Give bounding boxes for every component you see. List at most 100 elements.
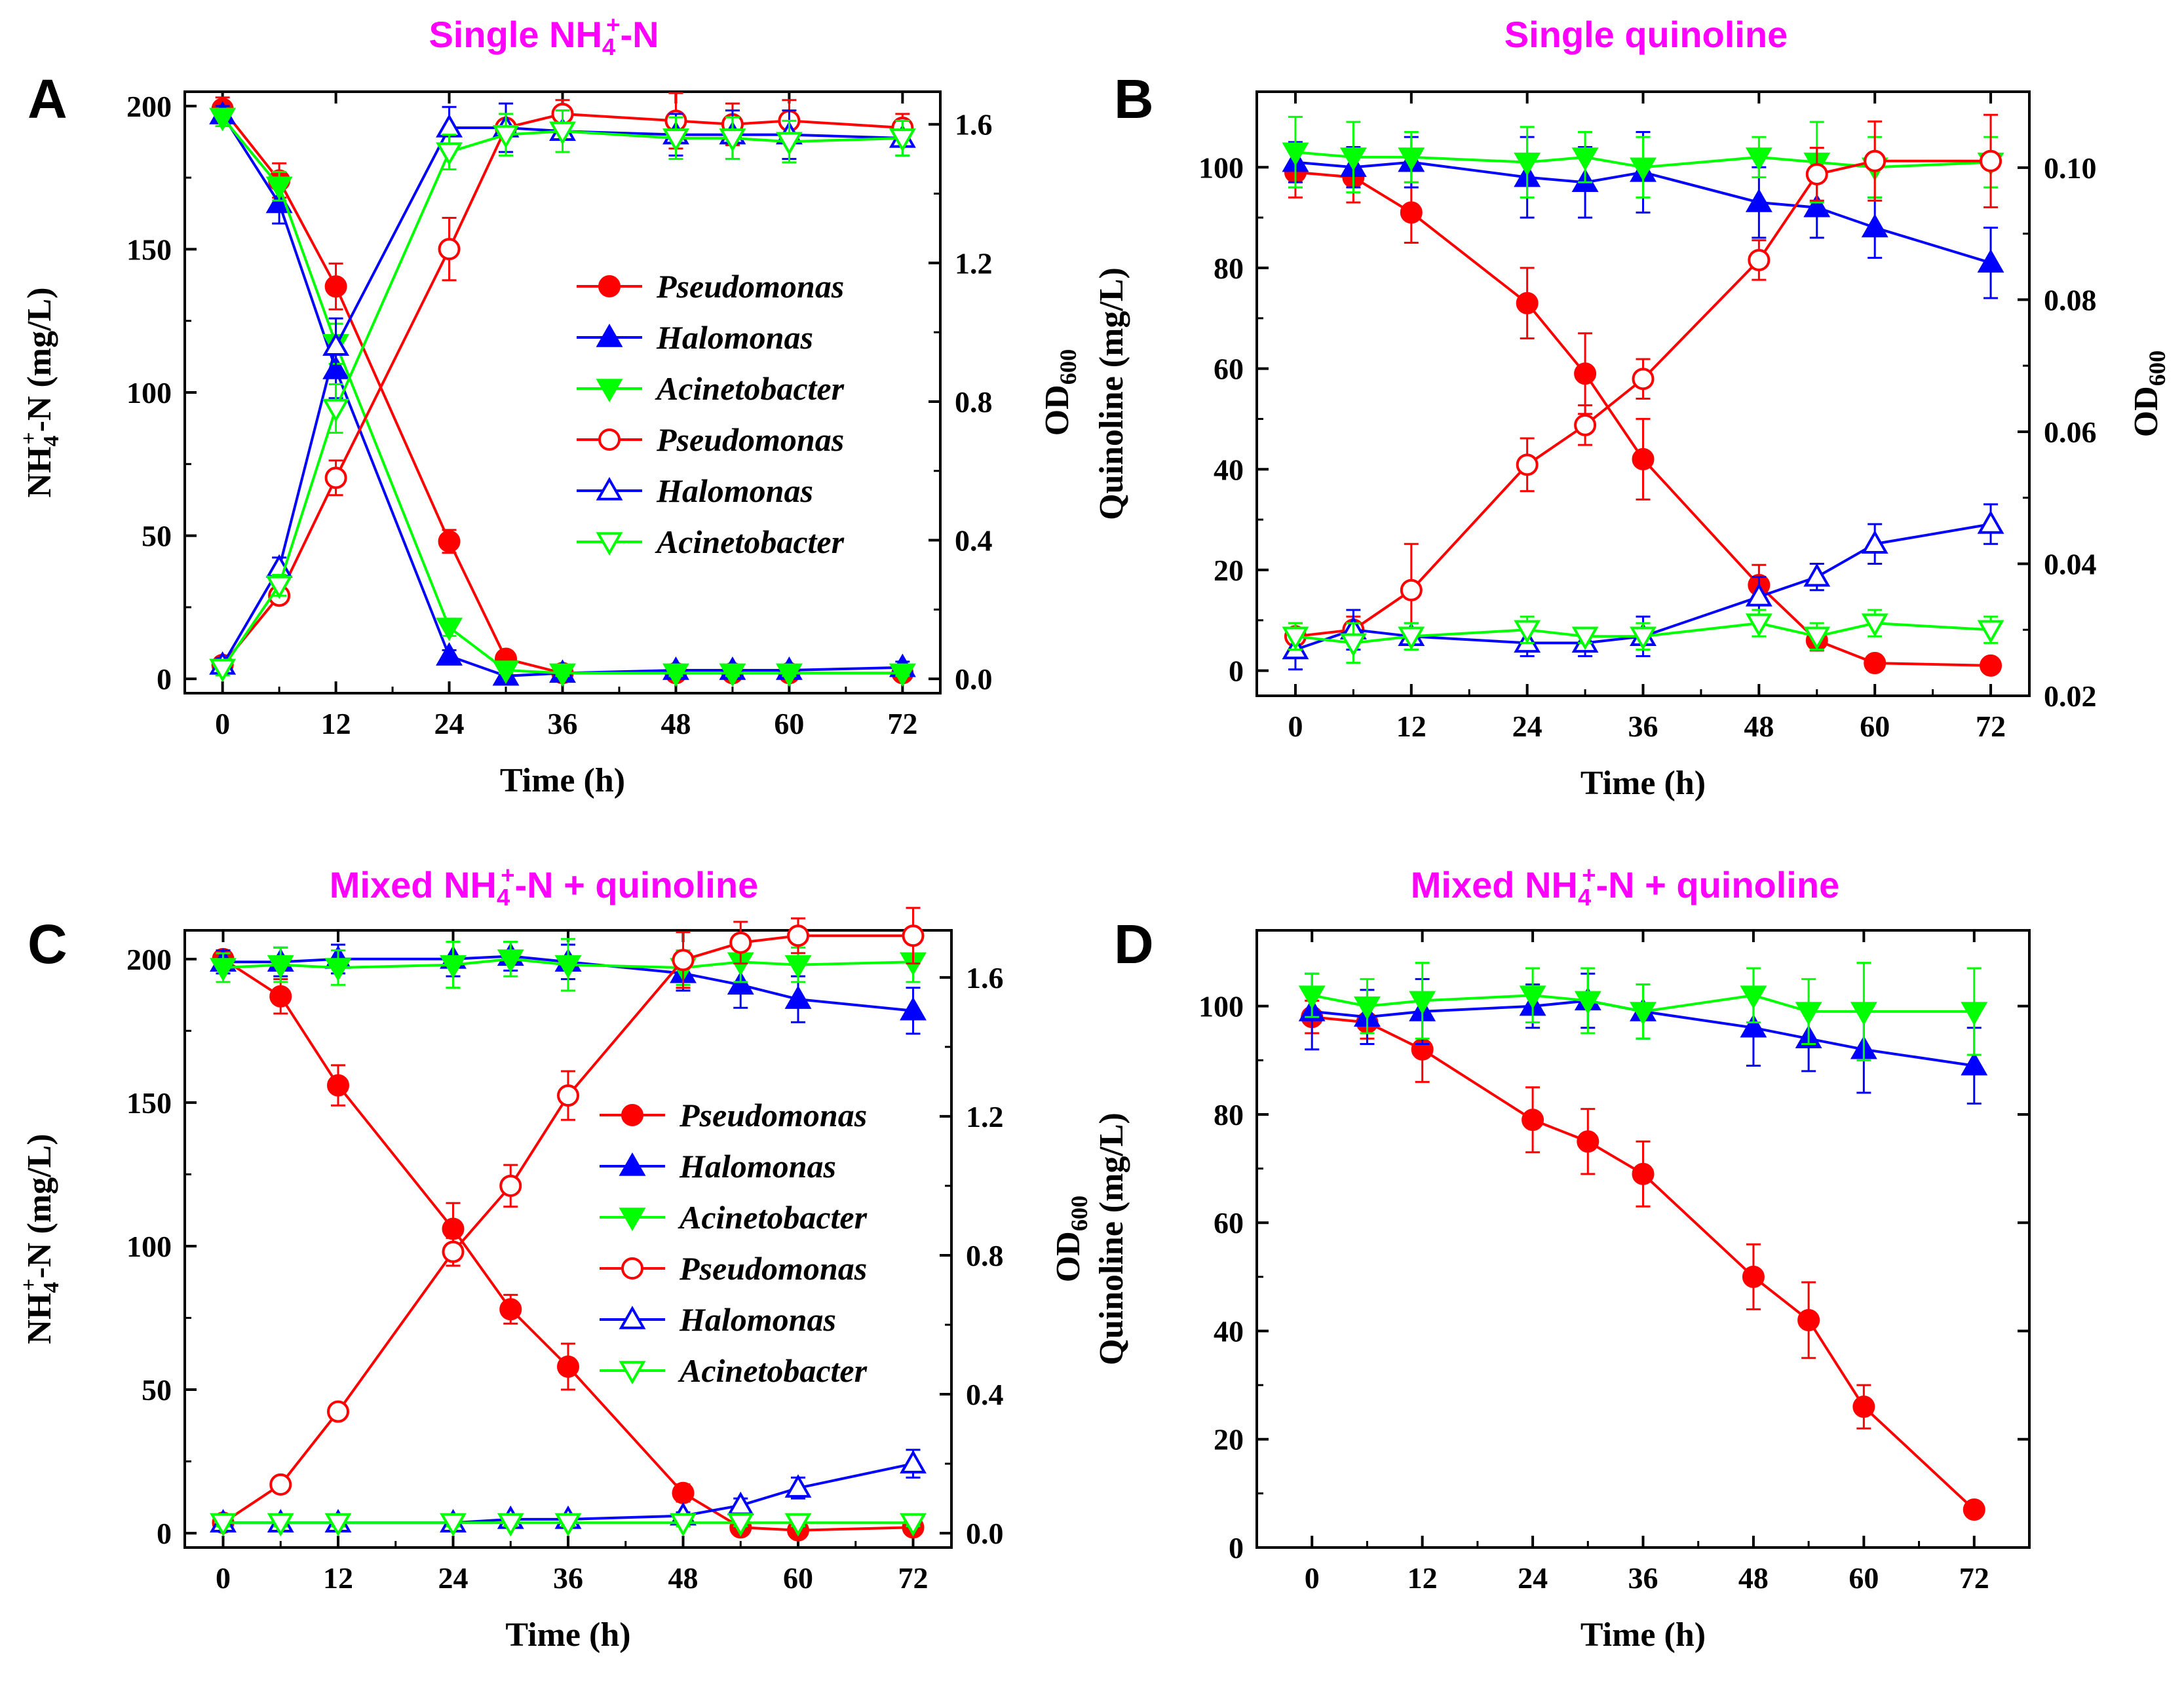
y2-axis-label-base: OD bbox=[2128, 386, 2165, 437]
x-axis-label: Time (h) bbox=[1581, 1616, 1706, 1654]
legend-label: Pseudomonas bbox=[656, 268, 844, 305]
y2-tick-label: 0.4 bbox=[966, 1378, 1004, 1411]
data-point bbox=[436, 642, 463, 666]
data-point bbox=[269, 1473, 292, 1496]
series-line bbox=[1295, 161, 1991, 265]
y2-axis-label-base: OD bbox=[1039, 385, 1076, 436]
panel-title-sup: + bbox=[1582, 862, 1596, 888]
y-tick-label: 0 bbox=[1229, 655, 1244, 688]
data-point bbox=[1852, 1396, 1875, 1418]
data-point bbox=[492, 660, 520, 685]
y2-axis-label-sub: 600 bbox=[1055, 349, 1081, 385]
y2-tick-label: 0.02 bbox=[2044, 679, 2097, 713]
data-point bbox=[1745, 582, 1772, 607]
panel-title-sub: 4 bbox=[497, 884, 510, 911]
data-point bbox=[1797, 1308, 1820, 1331]
series-line bbox=[223, 955, 913, 1012]
y-axis-label: NH4+-N (mg/L) bbox=[17, 1133, 64, 1344]
x-tick-label: 0 bbox=[1288, 710, 1303, 743]
legend-label: Halomonas bbox=[656, 319, 813, 356]
data-point bbox=[1980, 149, 2002, 172]
y-tick-label: 100 bbox=[1198, 990, 1244, 1023]
data-point bbox=[729, 931, 752, 954]
data-point bbox=[210, 1513, 237, 1537]
series-line bbox=[1295, 159, 1991, 638]
plot-frame bbox=[183, 929, 953, 1549]
y-axis-label-sup: + bbox=[17, 1278, 41, 1291]
data-point bbox=[1339, 633, 1367, 657]
panel-title-base: Single NH bbox=[429, 14, 602, 55]
y-tick-label: 100 bbox=[1198, 151, 1244, 184]
panel-title: Single NH4+-N bbox=[429, 11, 659, 60]
series-pseudomonas-od600 bbox=[212, 907, 925, 1534]
data-point bbox=[1805, 162, 1828, 185]
data-point bbox=[1740, 985, 1767, 1010]
y-tick-label: 50 bbox=[142, 520, 172, 553]
legend-marker bbox=[598, 428, 621, 451]
legend-marker bbox=[619, 1361, 646, 1385]
x-tick-label: 0 bbox=[216, 1561, 231, 1595]
data-point bbox=[1630, 626, 1657, 651]
data-point bbox=[1400, 201, 1423, 224]
legend-marker bbox=[621, 1104, 643, 1126]
data-point bbox=[1571, 626, 1599, 651]
data-point bbox=[440, 955, 467, 979]
data-point bbox=[1398, 147, 1425, 171]
y2-tick-label: 0.4 bbox=[955, 524, 993, 558]
series-pseudomonas-substrate bbox=[1284, 146, 2002, 677]
x-tick-label: 24 bbox=[1512, 710, 1542, 743]
data-point bbox=[436, 113, 463, 138]
y2-axis-label-sub: 600 bbox=[2144, 351, 2170, 387]
data-point bbox=[1632, 1162, 1655, 1185]
y2-tick-label: 0.0 bbox=[955, 662, 993, 696]
y2-axis-label: OD600 bbox=[1050, 1196, 1092, 1283]
data-point bbox=[499, 1174, 522, 1197]
data-point bbox=[775, 132, 803, 156]
data-point bbox=[497, 1513, 524, 1537]
x-tick-label: 48 bbox=[1738, 1561, 1769, 1595]
series-pseudomonas-od600 bbox=[1284, 113, 2002, 651]
y-axis-label-group: Quinoline (mg/L) bbox=[1093, 1112, 1130, 1365]
data-point bbox=[1514, 620, 1541, 644]
data-point bbox=[1961, 1002, 1988, 1025]
panel-title-sub: 4 bbox=[1578, 884, 1592, 911]
data-point bbox=[554, 955, 582, 979]
series-line bbox=[1295, 170, 1991, 667]
y2-tick-label: 0.0 bbox=[966, 1517, 1004, 1550]
y-axis-label-rest: -N (mg/L) bbox=[21, 1133, 58, 1278]
y2-tick-label: 1.6 bbox=[966, 961, 1004, 995]
legend-label: Halomonas bbox=[656, 472, 813, 509]
y2-axis-label-base: OD bbox=[1050, 1231, 1087, 1282]
y-tick-label: 40 bbox=[1214, 1314, 1244, 1348]
x-tick-label: 72 bbox=[898, 1561, 929, 1595]
data-point bbox=[324, 275, 347, 298]
legend: Pseudomonas Halomonas Acinetobacter Pseudom… bbox=[600, 1097, 868, 1389]
x-tick-label: 48 bbox=[661, 707, 691, 740]
y-tick-label: 0 bbox=[157, 662, 172, 696]
y-tick-label: 40 bbox=[1214, 453, 1244, 486]
panel-letter: A bbox=[28, 68, 67, 130]
legend-marker bbox=[596, 379, 623, 403]
data-point bbox=[438, 238, 461, 261]
series-line bbox=[222, 958, 913, 1532]
data-point bbox=[727, 1513, 754, 1537]
y2-tick-label: 1.6 bbox=[955, 108, 993, 142]
series-line bbox=[221, 112, 903, 666]
y2-axis-label: OD600 bbox=[2128, 351, 2170, 438]
series-acinetobacter-substrate bbox=[1282, 115, 2004, 204]
data-point bbox=[549, 663, 576, 687]
data-point bbox=[327, 1074, 349, 1097]
data-point bbox=[1977, 510, 2004, 534]
data-point bbox=[719, 128, 746, 152]
data-point bbox=[1574, 991, 1601, 1015]
legend-label: Pseudomonas bbox=[656, 421, 844, 458]
data-point bbox=[1630, 1002, 1657, 1025]
legend-label: Halomonas bbox=[679, 1301, 836, 1338]
series-line bbox=[1295, 151, 1991, 169]
y-tick-label: 50 bbox=[142, 1373, 172, 1407]
panel-title-sub: 4 bbox=[602, 33, 616, 60]
data-point bbox=[1339, 147, 1367, 171]
panel-title: Mixed NH4+-N + quinoline bbox=[330, 862, 758, 911]
legend-marker bbox=[596, 476, 623, 501]
